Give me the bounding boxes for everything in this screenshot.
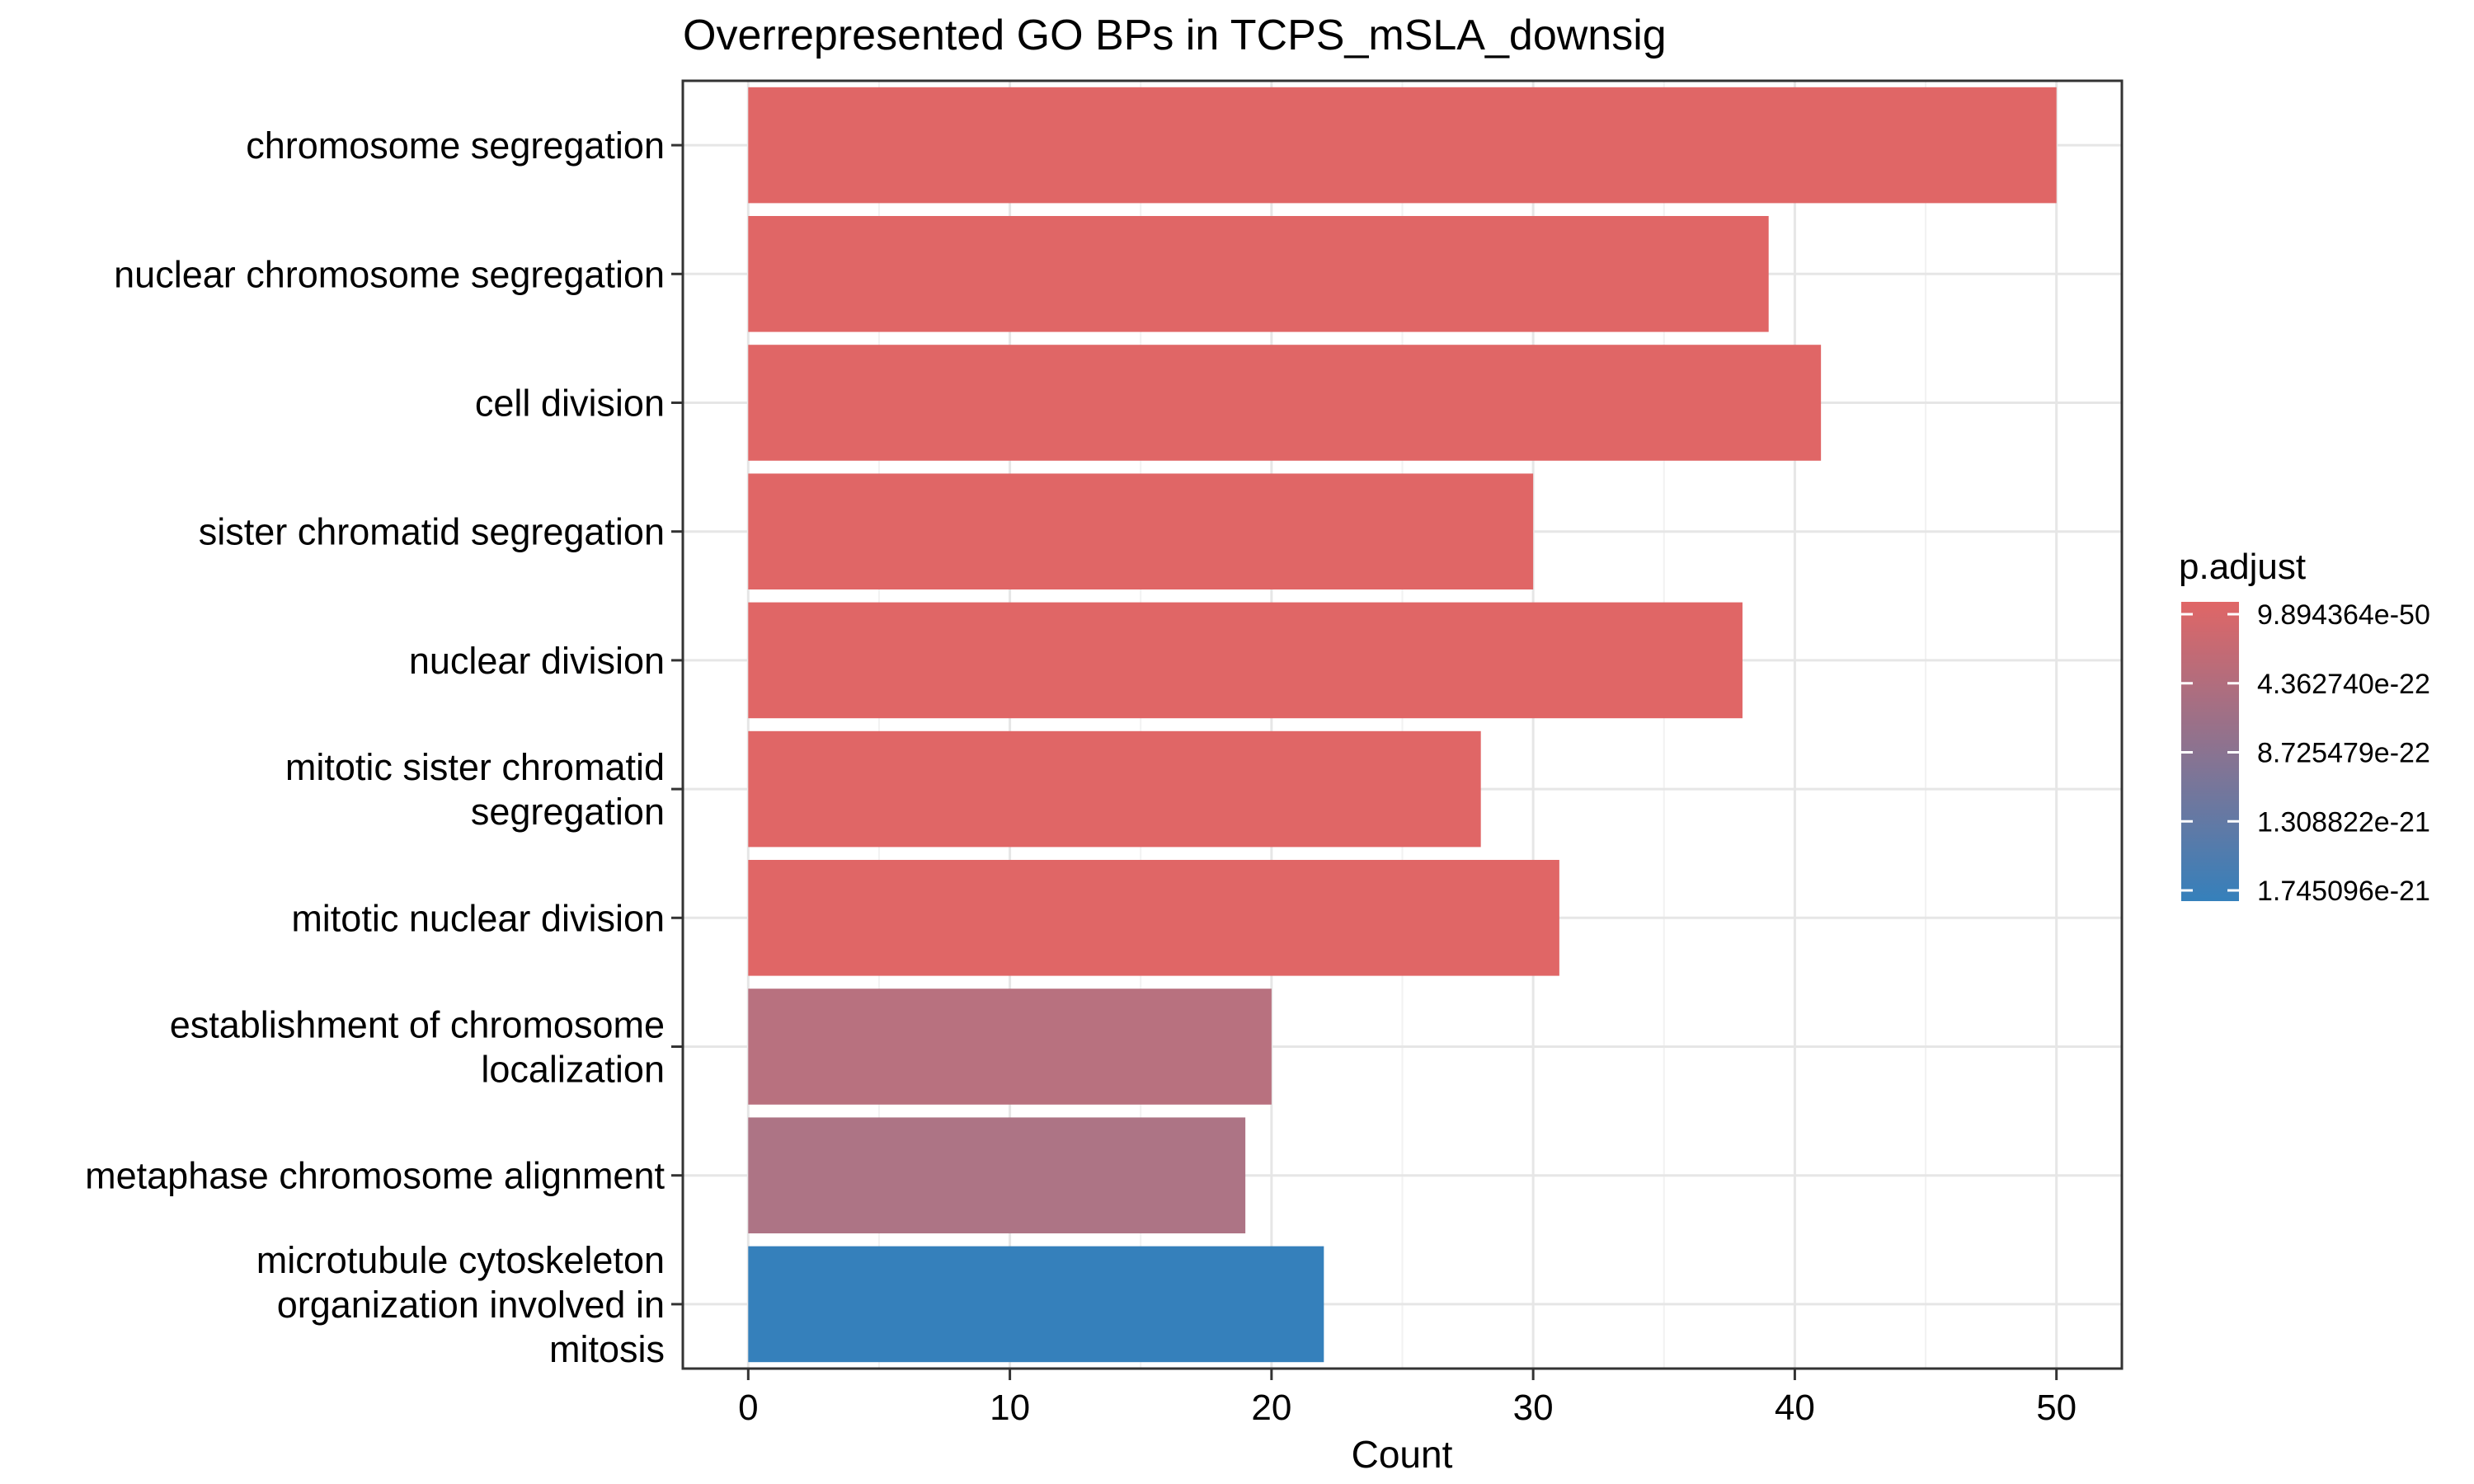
y-tick-label: mitotic sister chromatid segregation xyxy=(285,746,665,833)
bar xyxy=(748,473,1534,589)
legend-label: 1.308822e-21 xyxy=(2257,806,2430,838)
legend-title: p.adjust xyxy=(2179,547,2306,587)
legend-label: 4.362740e-22 xyxy=(2257,669,2430,700)
y-axis: chromosome segregation nuclear chromosome… xyxy=(85,124,683,1370)
y-tick-label: chromosome segregation xyxy=(246,124,665,167)
bar xyxy=(748,345,1822,461)
y-tick-label: establishment of chromosome localization xyxy=(170,1004,665,1091)
bar xyxy=(748,1117,1246,1233)
x-tick-label: 10 xyxy=(990,1388,1030,1428)
legend-label: 8.725479e-22 xyxy=(2257,738,2430,769)
chart-title: Overrepresented GO BPs in TCPS_mSLA_down… xyxy=(683,12,1667,59)
bar xyxy=(748,216,1769,332)
x-axis-title: Count xyxy=(1352,1433,1453,1476)
bar xyxy=(748,860,1559,976)
bar xyxy=(748,1246,1324,1363)
x-tick-label: 30 xyxy=(1513,1388,1554,1428)
bars xyxy=(748,87,2057,1363)
x-tick-label: 50 xyxy=(2036,1388,2077,1428)
y-tick-label: nuclear chromosome segregation xyxy=(114,253,665,295)
y-tick-label: mitotic nuclear division xyxy=(291,897,665,939)
legend-label: 9.894364e-50 xyxy=(2257,599,2430,631)
y-tick-label: cell division xyxy=(475,383,665,425)
plot-border xyxy=(681,79,2124,1370)
y-tick-label: sister chromatid segregation xyxy=(199,511,665,553)
bar xyxy=(748,602,1743,719)
bar xyxy=(748,87,2057,204)
legend: p.adjust 9.894364e-50 4.362740e-22 8.72547… xyxy=(2179,547,2430,907)
bar xyxy=(748,989,1272,1105)
y-tick-label: metaphase chromosome alignment xyxy=(85,1155,665,1197)
x-tick-label: 0 xyxy=(738,1388,758,1428)
x-tick-label: 40 xyxy=(1775,1388,1815,1428)
x-tick-label: 20 xyxy=(1251,1388,1291,1428)
legend-ticks: 9.894364e-50 4.362740e-22 8.725479e-22 1.30… xyxy=(2181,599,2430,907)
bar xyxy=(748,730,1481,848)
y-tick-label: microtubule cytoskeleton organization inv… xyxy=(256,1239,665,1370)
x-axis: 0 10 20 30 40 50 xyxy=(738,1369,2077,1428)
legend-label: 1.745096e-21 xyxy=(2257,876,2430,907)
y-tick-label: nuclear division xyxy=(409,640,665,682)
